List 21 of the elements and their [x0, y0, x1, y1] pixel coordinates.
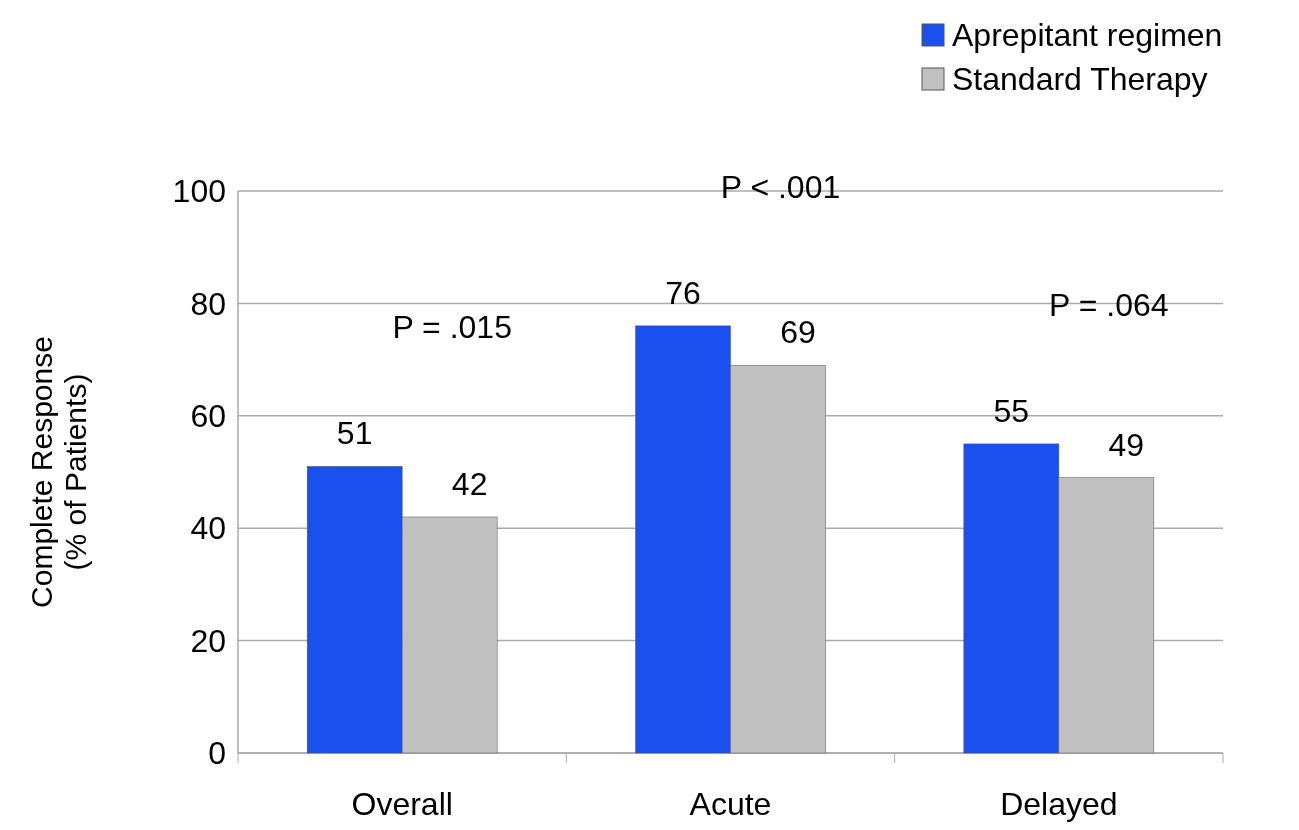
y-tick-label: 100	[172, 173, 226, 210]
data-label: 51	[336, 415, 373, 452]
x-tick-label: Acute	[689, 786, 772, 822]
data-label: 69	[780, 314, 816, 351]
annotation: P = .064	[1049, 286, 1169, 323]
data-label: 49	[1108, 426, 1145, 463]
x-tick-label: Delayed	[1000, 786, 1118, 822]
legend-label: Aprepitant regimen	[952, 17, 1223, 54]
y-tick-label: 40	[190, 510, 226, 547]
data-label: 42	[451, 465, 488, 502]
annotation: P = .015	[392, 309, 512, 346]
data-label: 76	[665, 274, 701, 311]
y-axis-title: Complete Response (% of Patients)	[24, 336, 92, 608]
legend-label: Standard Therapy	[952, 61, 1208, 98]
x-tick-label: Overall	[351, 786, 453, 822]
y-tick-label: 0	[208, 735, 226, 772]
data-label: 55	[993, 392, 1030, 429]
y-tick-label: 60	[190, 398, 226, 434]
y-tick-label: 20	[190, 622, 226, 659]
annotation: P < .001	[720, 168, 841, 205]
y-tick-label: 80	[190, 285, 226, 322]
